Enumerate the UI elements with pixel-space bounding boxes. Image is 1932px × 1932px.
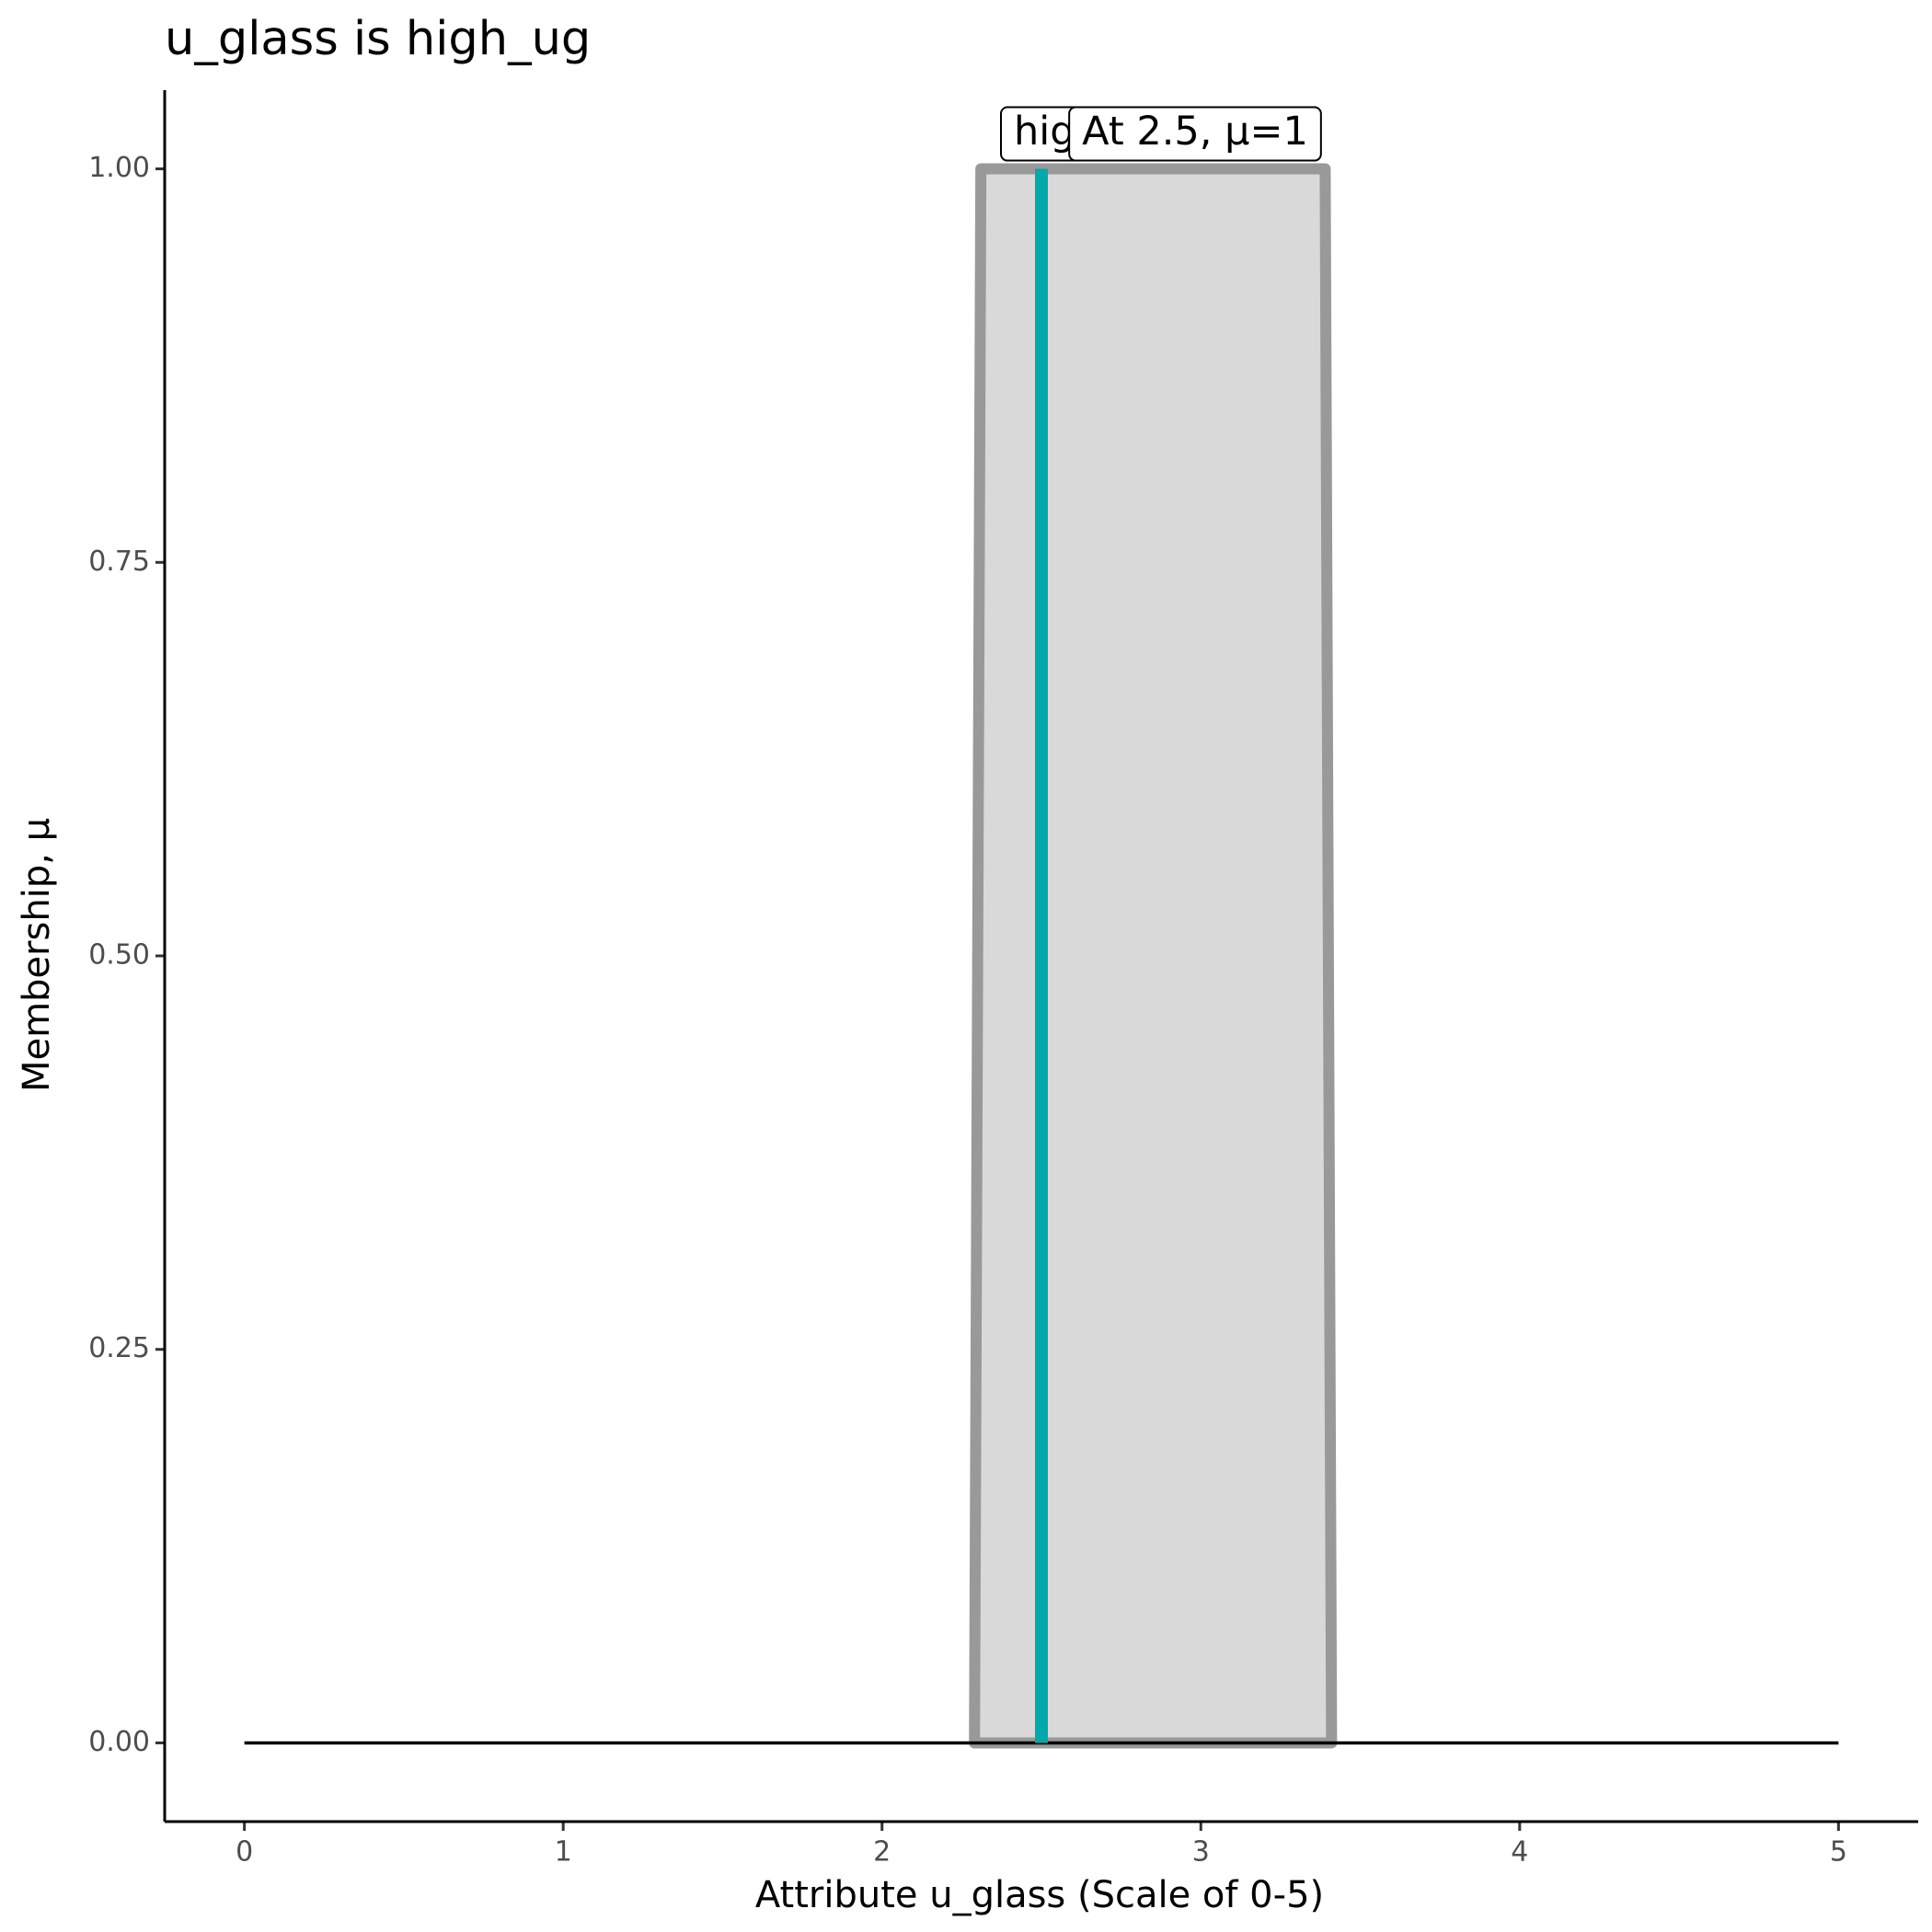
x-tick-label: 2 <box>873 1836 891 1869</box>
y-tick-label: 0.25 <box>88 1332 150 1364</box>
y-axis-label: Membership, μ <box>16 818 58 1092</box>
x-tick-label: 5 <box>1830 1836 1847 1869</box>
x-tick-label: 4 <box>1511 1836 1528 1869</box>
y-tick-label: 0.00 <box>88 1726 150 1758</box>
chart-title: u_glass is high_ug <box>165 12 591 66</box>
x-tick-label: 0 <box>236 1836 253 1869</box>
x-tick-label: 3 <box>1192 1836 1210 1869</box>
y-tick-label: 0.50 <box>88 939 150 972</box>
x-axis-label: Attribute u_glass (Scale of 0-5) <box>755 1874 1324 1916</box>
x-tick-label: 1 <box>555 1836 572 1869</box>
annotation-box <box>1068 106 1322 162</box>
annotation: At 2.5, μ=1 <box>1082 109 1308 155</box>
y-tick-label: 1.00 <box>88 152 150 184</box>
membership-area <box>969 163 1338 1749</box>
y-tick-label: 0.75 <box>88 546 150 578</box>
